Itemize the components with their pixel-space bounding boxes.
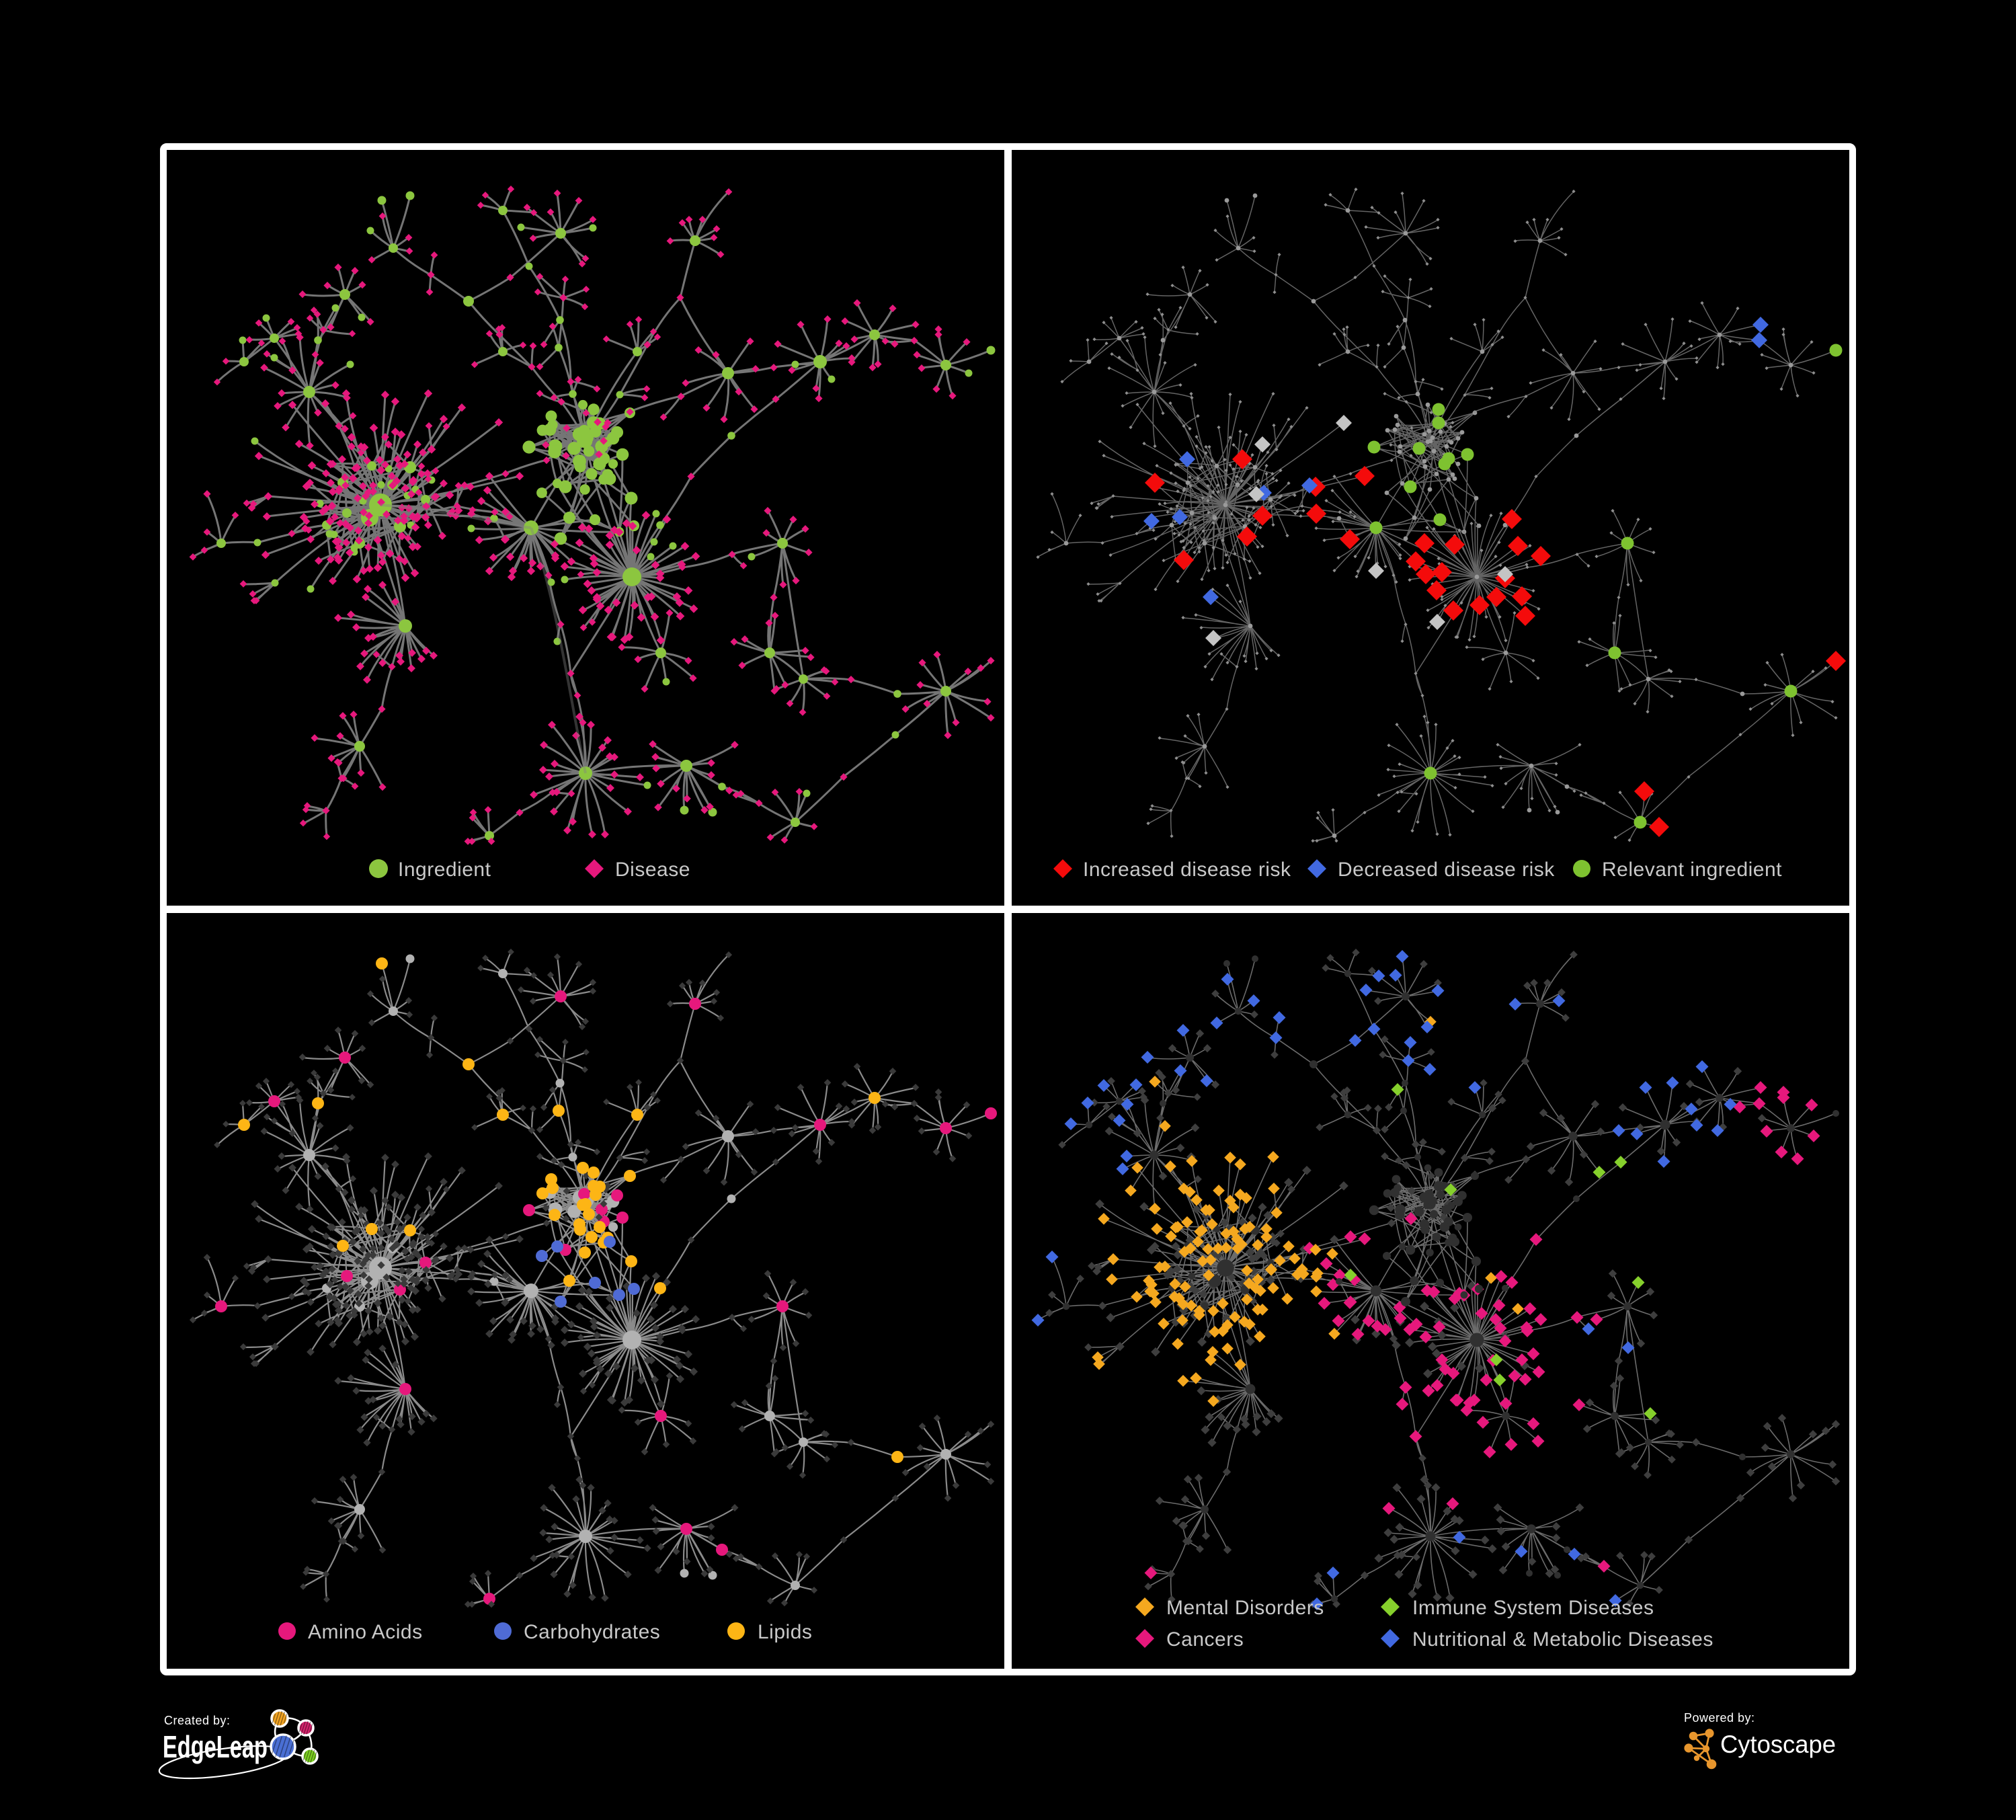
svg-text:Amino Acids: Amino Acids xyxy=(308,1621,423,1643)
svg-text:Created by:: Created by: xyxy=(164,1714,231,1727)
svg-text:EdgeLeap: EdgeLeap xyxy=(163,1729,268,1764)
svg-text:Relevant ingredient: Relevant ingredient xyxy=(1602,859,1782,881)
svg-text:Mental Disorders: Mental Disorders xyxy=(1166,1597,1324,1619)
svg-text:Disease: Disease xyxy=(615,859,690,881)
svg-text:Immune System Diseases: Immune System Diseases xyxy=(1412,1597,1654,1619)
svg-text:Lipids: Lipids xyxy=(758,1621,812,1643)
svg-text:Nutritional & Metabolic Diseas: Nutritional & Metabolic Diseases xyxy=(1412,1628,1713,1651)
svg-text:Increased disease risk: Increased disease risk xyxy=(1083,859,1291,881)
svg-text:Cancers: Cancers xyxy=(1166,1628,1244,1651)
svg-text:Ingredient: Ingredient xyxy=(398,859,491,881)
svg-text:Carbohydrates: Carbohydrates xyxy=(524,1621,660,1643)
svg-text:Decreased disease risk: Decreased disease risk xyxy=(1338,859,1555,881)
svg-text:Cytoscape: Cytoscape xyxy=(1720,1731,1836,1758)
svg-text:Powered by:: Powered by: xyxy=(1684,1711,1755,1725)
